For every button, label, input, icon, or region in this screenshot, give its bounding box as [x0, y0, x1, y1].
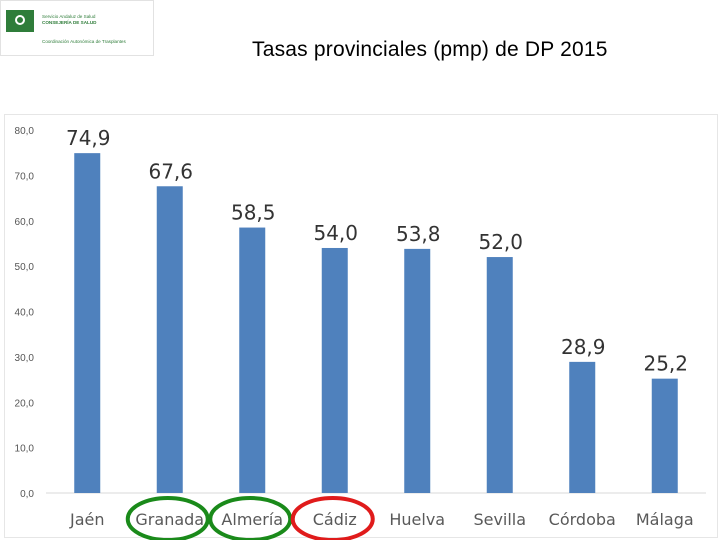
x-tick-label: Jaén [69, 510, 105, 529]
data-label: 58,5 [231, 201, 276, 225]
data-label: 53,8 [396, 222, 441, 246]
x-tick-label: Cádiz [313, 510, 357, 529]
data-label: 52,0 [478, 230, 523, 254]
chart-frame [4, 114, 718, 538]
data-label: 67,6 [148, 159, 193, 183]
bar [156, 186, 183, 493]
logo-emblem-icon [6, 10, 34, 32]
x-tick-label: Granada [135, 510, 204, 529]
x-tick-label: Málaga [636, 510, 694, 529]
page-title: Tasas provinciales (pmp) de DP 2015 [252, 38, 608, 61]
bar [321, 247, 348, 493]
x-tick-label: Córdoba [549, 510, 616, 529]
y-tick-label: 50,0 [15, 262, 35, 273]
bar [486, 257, 513, 493]
y-tick-label: 10,0 [15, 444, 35, 455]
data-label: 54,0 [313, 221, 358, 245]
highlight-circle [125, 496, 210, 540]
data-label: 74,9 [66, 126, 111, 150]
y-tick-label: 60,0 [15, 217, 35, 228]
logo: Servicio Andaluz de Salud CONSEJERÍA DE … [0, 0, 154, 56]
bar [569, 361, 596, 493]
highlight-circle [208, 496, 293, 540]
y-tick-label: 30,0 [15, 353, 35, 364]
logo-line-3: Coordinación Autonómica de Trasplantes [42, 39, 126, 44]
data-label: 25,2 [643, 352, 688, 376]
x-tick-label: Huelva [389, 510, 445, 529]
bar [239, 227, 266, 493]
bar [74, 153, 101, 494]
data-label: 28,9 [561, 335, 606, 359]
x-tick-label: Sevilla [473, 510, 526, 529]
bar [404, 248, 431, 493]
y-tick-label: 80,0 [15, 126, 35, 137]
y-tick-label: 70,0 [15, 171, 35, 182]
logo-line-2: CONSEJERÍA DE SALUD [42, 20, 97, 25]
x-tick-label: Almería [221, 510, 283, 529]
y-tick-label: 40,0 [15, 308, 35, 319]
highlight-circle [290, 496, 375, 540]
bar [651, 378, 678, 493]
y-tick-label: 0,0 [20, 489, 34, 500]
logo-line-1: Servicio Andaluz de Salud [42, 14, 96, 19]
y-tick-label: 20,0 [15, 398, 35, 409]
